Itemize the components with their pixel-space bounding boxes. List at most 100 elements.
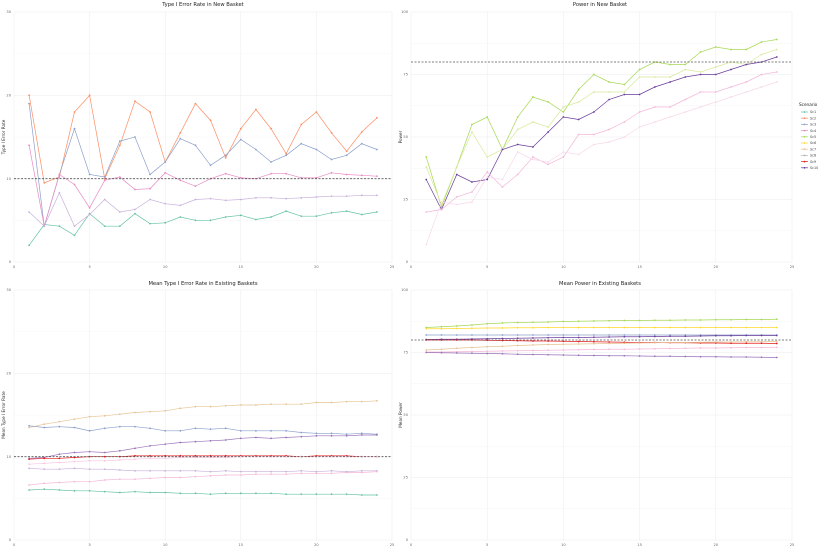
data-point — [669, 81, 671, 83]
data-point — [592, 354, 595, 357]
data-point — [375, 494, 378, 496]
data-point — [730, 346, 732, 349]
data-point — [638, 76, 641, 78]
data-point — [270, 127, 272, 130]
series-7 — [425, 346, 778, 353]
data-point — [623, 348, 626, 351]
data-point — [58, 191, 61, 194]
legend-marker — [803, 111, 806, 113]
data-point — [577, 88, 580, 91]
data-point — [315, 472, 318, 475]
chart-title: Type I Error Rate in New Basket — [161, 2, 243, 8]
data-point — [745, 48, 748, 51]
data-point — [714, 318, 717, 321]
legend-marker — [803, 135, 806, 138]
data-point — [699, 347, 702, 349]
data-point — [164, 161, 167, 163]
data-point — [684, 63, 687, 66]
series-line — [425, 39, 777, 209]
data-point — [440, 206, 443, 208]
data-point — [194, 185, 197, 188]
data-point — [285, 172, 288, 175]
data-point — [118, 449, 121, 452]
gridlines — [410, 11, 793, 263]
data-point — [516, 337, 519, 340]
data-point — [425, 166, 428, 168]
data-point — [149, 427, 151, 430]
data-point — [669, 319, 671, 322]
data-point — [255, 148, 257, 151]
data-point — [532, 344, 534, 346]
x-tick-label: 15 — [239, 543, 244, 547]
data-point — [745, 334, 748, 337]
data-point — [440, 201, 443, 203]
data-point — [43, 181, 46, 184]
data-point — [547, 321, 550, 323]
series-8 — [425, 351, 778, 359]
data-point — [73, 127, 76, 130]
data-point — [608, 98, 611, 101]
data-point — [623, 334, 626, 336]
legend-marker — [803, 160, 806, 163]
data-point — [134, 208, 136, 211]
data-point — [684, 341, 687, 344]
data-point — [699, 71, 702, 73]
data-point — [149, 187, 151, 190]
data-point — [608, 141, 611, 143]
y-tick-label: 30 — [6, 288, 11, 292]
series-1 — [425, 318, 778, 329]
data-point — [684, 355, 687, 358]
data-point — [714, 91, 717, 93]
data-point — [270, 492, 272, 495]
data-point — [360, 142, 363, 145]
data-point — [562, 151, 565, 153]
data-point — [486, 156, 489, 158]
data-point — [179, 429, 182, 432]
data-point — [73, 111, 76, 113]
data-point — [516, 116, 519, 118]
data-point — [577, 118, 580, 121]
data-point — [360, 400, 363, 403]
data-point — [360, 194, 363, 197]
data-point — [684, 347, 687, 350]
data-point — [486, 352, 489, 355]
data-point — [730, 334, 732, 337]
data-point — [669, 355, 671, 358]
data-point — [562, 156, 565, 158]
data-point — [577, 326, 580, 329]
data-point — [43, 468, 46, 471]
data-point — [315, 215, 318, 218]
y-tick-label: 0 — [406, 538, 409, 542]
data-point — [58, 420, 61, 423]
data-point — [653, 121, 656, 123]
data-point — [134, 411, 136, 414]
data-point — [194, 198, 197, 201]
chart-title: Mean Type I Error Rate in Existing Baske… — [148, 281, 257, 287]
data-point — [270, 403, 272, 406]
data-point — [285, 436, 288, 439]
data-point — [684, 98, 687, 101]
data-point — [669, 76, 671, 78]
data-point — [270, 196, 272, 199]
data-point — [103, 176, 106, 178]
data-point — [608, 81, 611, 83]
data-point — [88, 94, 91, 97]
data-point — [330, 158, 333, 161]
data-point — [88, 459, 91, 462]
data-point — [608, 336, 611, 338]
y-tick-label: 75 — [403, 351, 408, 355]
data-point — [118, 225, 121, 228]
data-point — [653, 86, 656, 88]
data-point — [455, 352, 458, 354]
data-point — [592, 326, 595, 329]
series-3 — [28, 434, 378, 460]
data-point — [775, 81, 778, 83]
data-point — [562, 343, 565, 346]
data-point — [73, 451, 76, 454]
data-point — [653, 61, 656, 63]
data-point — [239, 176, 242, 179]
data-point — [623, 121, 626, 123]
data-point — [745, 91, 748, 93]
data-point — [88, 455, 91, 458]
data-point — [714, 46, 717, 48]
